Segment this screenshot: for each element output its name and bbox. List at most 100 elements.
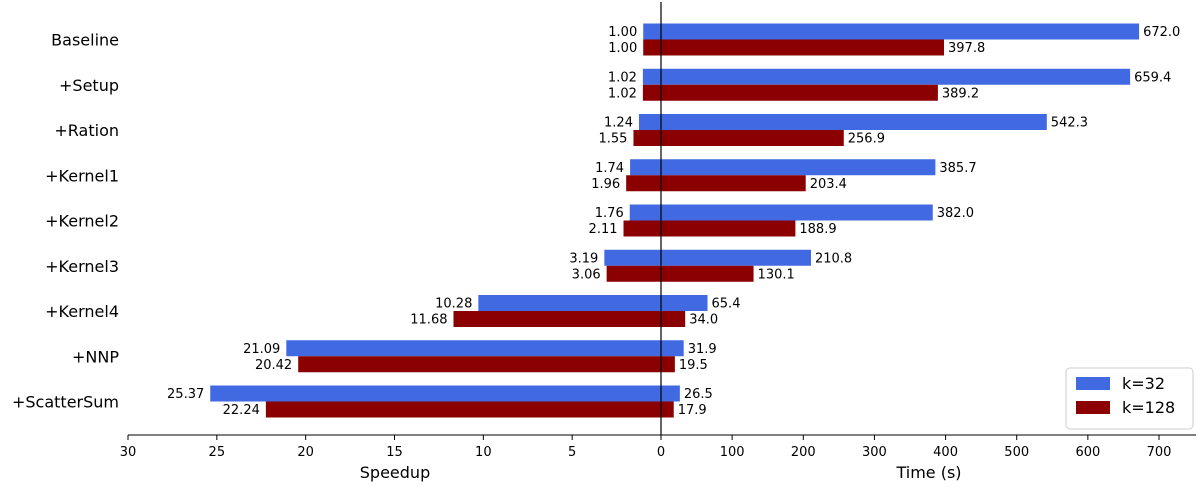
time-bar-k128-4	[661, 220, 796, 237]
speedup-label-k128-2: 1.55	[599, 132, 628, 147]
time-label-k128-6: 34.0	[689, 313, 718, 328]
time-label-k32-7: 31.9	[688, 342, 717, 357]
speedup-label-k128-5: 3.06	[572, 267, 601, 282]
time-bar-k128-6	[661, 311, 686, 327]
time-tick-label-6: 600	[1075, 445, 1100, 460]
time-tick-label-5: 500	[1004, 445, 1029, 460]
time-label-k32-5: 210.8	[815, 251, 852, 266]
time-label-k128-1: 389.2	[942, 86, 979, 101]
speedup-tick-label-0: 30	[120, 445, 137, 460]
speedup-label-k32-6: 10.28	[435, 297, 472, 312]
time-label-k128-8: 17.9	[678, 403, 707, 418]
speedup-bar-k32-4	[629, 204, 661, 221]
speedup-label-k128-7: 20.42	[255, 358, 292, 373]
speedup-bar-k128-3	[626, 175, 661, 192]
speedup-bar-k128-5	[606, 265, 661, 282]
speedup-label-k128-8: 22.24	[223, 403, 260, 418]
time-label-k32-0: 672.0	[1143, 25, 1180, 40]
speedup-bar-k128-7	[298, 356, 661, 373]
time-bar-k128-8	[661, 401, 674, 418]
speedup-bar-k32-1	[642, 68, 661, 85]
speedup-bar-k128-2	[633, 130, 661, 146]
time-bar-k128-0	[661, 39, 945, 56]
time-bar-k128-3	[661, 175, 806, 192]
speedup-tick-label-5: 5	[568, 445, 576, 460]
speedup-bar-k128-8	[265, 401, 661, 418]
time-label-k128-3: 203.4	[810, 177, 847, 192]
time-bar-k32-3	[661, 159, 936, 176]
time-label-k128-2: 256.9	[848, 132, 885, 147]
speedup-label-k32-7: 21.09	[243, 342, 280, 357]
time-label-k32-6: 65.4	[712, 297, 741, 312]
bars-group	[210, 23, 1140, 418]
speedup-label-k128-0: 1.00	[608, 41, 637, 56]
speedup-tick-label-1: 25	[209, 445, 226, 460]
speedup-bar-k32-0	[643, 23, 661, 40]
speedup-bar-k32-7	[286, 340, 661, 357]
time-bar-k32-0	[661, 23, 1140, 40]
speedup-label-k32-4: 1.76	[595, 206, 624, 221]
speedup-bar-k128-4	[623, 220, 661, 237]
speedup-bar-k128-1	[642, 84, 661, 101]
category-label-6: +Kernel4	[45, 302, 119, 321]
category-label-3: +Kernel1	[45, 166, 119, 185]
labels-group: Baseline 1.00 672.0 1.00 397.8 +Setup 1.02 659.…	[12, 25, 1180, 418]
legend-swatch-k32	[1076, 377, 1110, 390]
speedup-label-k32-0: 1.00	[608, 25, 637, 40]
time-label-k32-3: 385.7	[939, 161, 976, 176]
speedup-label-k32-2: 1.24	[604, 116, 633, 131]
category-label-0: Baseline	[51, 31, 119, 50]
category-label-5: +Kernel3	[45, 257, 119, 276]
speedup-bar-k128-0	[643, 39, 661, 56]
speedup-label-k32-1: 1.02	[608, 70, 637, 85]
speedup-bar-k32-6	[478, 295, 661, 311]
speedup-bar-k32-2	[638, 114, 661, 130]
legend: k=32 k=128	[1065, 367, 1194, 430]
speedup-label-k128-6: 11.68	[410, 313, 447, 328]
time-label-k32-8: 26.5	[684, 387, 713, 402]
time-tick-label-4: 400	[933, 445, 958, 460]
time-bar-k32-5	[661, 249, 811, 266]
speedup-label-k128-4: 2.11	[589, 222, 618, 237]
time-tick-label-7: 700	[1147, 445, 1172, 460]
speedup-label-k32-5: 3.19	[569, 251, 598, 266]
time-label-k32-1: 659.4	[1134, 70, 1171, 85]
legend-swatch-k128	[1076, 401, 1110, 414]
speedup-bar-k32-5	[604, 249, 661, 266]
time-bar-k32-4	[661, 204, 933, 221]
speedup-label-k128-1: 1.02	[608, 86, 637, 101]
legend-label-k128: k=128	[1122, 398, 1175, 417]
speedup-bar-k128-6	[453, 311, 661, 327]
time-label-k128-0: 397.8	[948, 41, 985, 56]
speedup-bar-k32-3	[630, 159, 661, 176]
time-tick-label-2: 200	[791, 445, 816, 460]
time-label-k128-5: 130.1	[758, 267, 795, 282]
time-bar-k128-1	[661, 84, 938, 101]
category-label-2: +Ration	[54, 121, 119, 140]
speedup-label-k32-3: 1.74	[595, 161, 624, 176]
category-label-8: +ScatterSum	[12, 393, 119, 412]
speedup-tick-label-2: 20	[297, 445, 314, 460]
time-bar-k32-1	[661, 68, 1131, 85]
speedup-bar-k32-8	[210, 385, 661, 402]
speedup-tick-label-3: 15	[386, 445, 403, 460]
speedup-label-k128-3: 1.96	[591, 177, 620, 192]
time-label-k128-4: 188.9	[799, 222, 836, 237]
time-bar-k128-7	[661, 356, 675, 373]
time-bar-k32-8	[661, 385, 680, 402]
category-label-4: +Kernel2	[45, 212, 119, 231]
category-label-7: +NNP	[72, 347, 119, 366]
time-label-k32-2: 542.3	[1051, 116, 1088, 131]
time-bar-k32-2	[661, 114, 1047, 130]
time-bar-k32-7	[661, 340, 684, 357]
axes-group: 30 25 20 15 10 5 0 100 200 300 400 500 600 700 Speedup…	[120, 2, 1196, 482]
legend-label-k32: k=32	[1122, 374, 1165, 393]
time-bar-k128-2	[661, 130, 844, 146]
speedup-tick-label-4: 10	[475, 445, 492, 460]
speedup-tick-label-6: 0	[657, 445, 665, 460]
speedup-axis-title: Speedup	[360, 463, 430, 482]
time-label-k32-4: 382.0	[937, 206, 974, 221]
time-tick-label-1: 100	[720, 445, 745, 460]
